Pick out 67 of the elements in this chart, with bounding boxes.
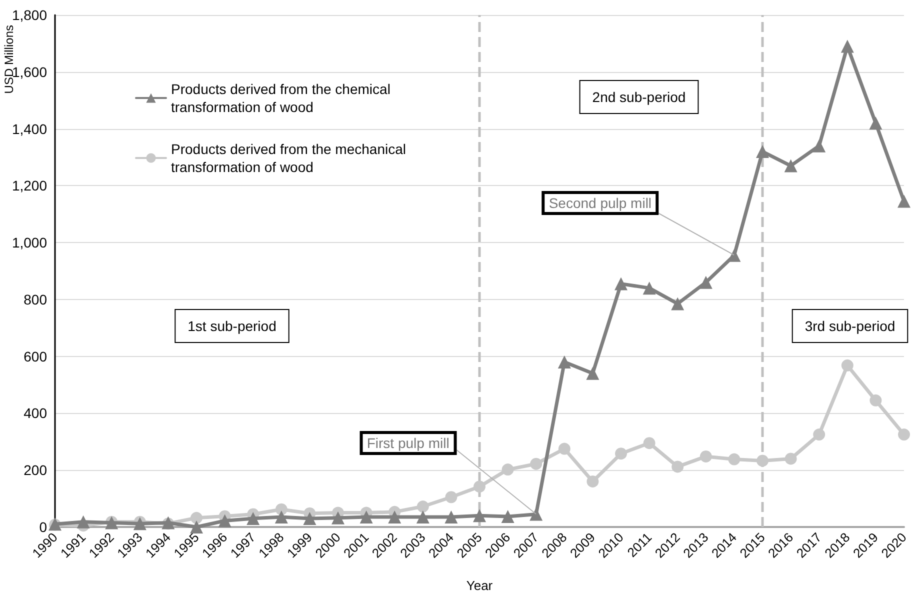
y-tick-label: 800 [24,291,48,308]
annotation: 3rd sub-period [804,318,896,334]
point [756,145,769,158]
point [558,442,570,455]
point [444,510,458,524]
legend-label: Products derived from the mechanical transformation of wood [171,141,410,175]
annotation: Second pulp mill [542,191,659,216]
point [332,511,344,524]
y-tick-label: 1,200 [12,178,48,194]
callout-pointer: Second pulp mill [540,189,794,270]
y-tick-label: 600 [24,348,48,364]
point [671,297,684,310]
point [898,194,910,208]
y-tick-label: 1,800 [12,7,48,23]
point [841,359,854,372]
point [246,512,260,525]
point [530,458,542,470]
point [643,437,656,450]
callout-pointer: First pulp mill [348,429,596,528]
annotation: 1st sub-period [188,318,276,334]
point [133,517,146,530]
y-tick-label: 1,400 [12,120,48,137]
point [812,139,826,152]
point [784,452,797,465]
annotation: 2nd sub-period [592,89,686,105]
point [303,512,316,525]
point [870,394,882,406]
point [416,510,430,524]
point [502,464,514,476]
point [190,520,203,534]
point [586,475,599,488]
point [898,428,910,441]
point [388,510,402,524]
y-tick-label: 1,600 [12,64,48,80]
point [586,366,600,380]
point [474,480,486,493]
point [360,510,373,524]
y-tick-label: 400 [24,405,48,422]
point [728,248,741,262]
point [869,116,882,130]
point [642,282,656,295]
point [530,508,543,521]
legend-label: Products derived from the chemical transformation of wood [171,81,394,115]
point [416,500,429,513]
point [445,491,458,504]
y-tick-label: 1,000 [12,234,48,251]
point [473,509,486,522]
point [672,460,684,473]
point [699,276,712,289]
x-axis-title: Year [466,578,494,593]
y-tick-label: 0 [39,519,48,535]
point [756,454,768,467]
point [274,510,288,524]
point [76,515,90,528]
annotation: First pulp mill [360,431,456,456]
point [501,510,514,523]
y-tick-label: 200 [24,462,48,478]
point [190,512,202,524]
point [784,159,798,172]
point [813,428,826,441]
point [614,277,628,290]
point [700,450,712,462]
point [218,514,232,528]
point [558,356,571,369]
point [615,448,627,460]
point [840,40,854,53]
point [728,453,740,466]
